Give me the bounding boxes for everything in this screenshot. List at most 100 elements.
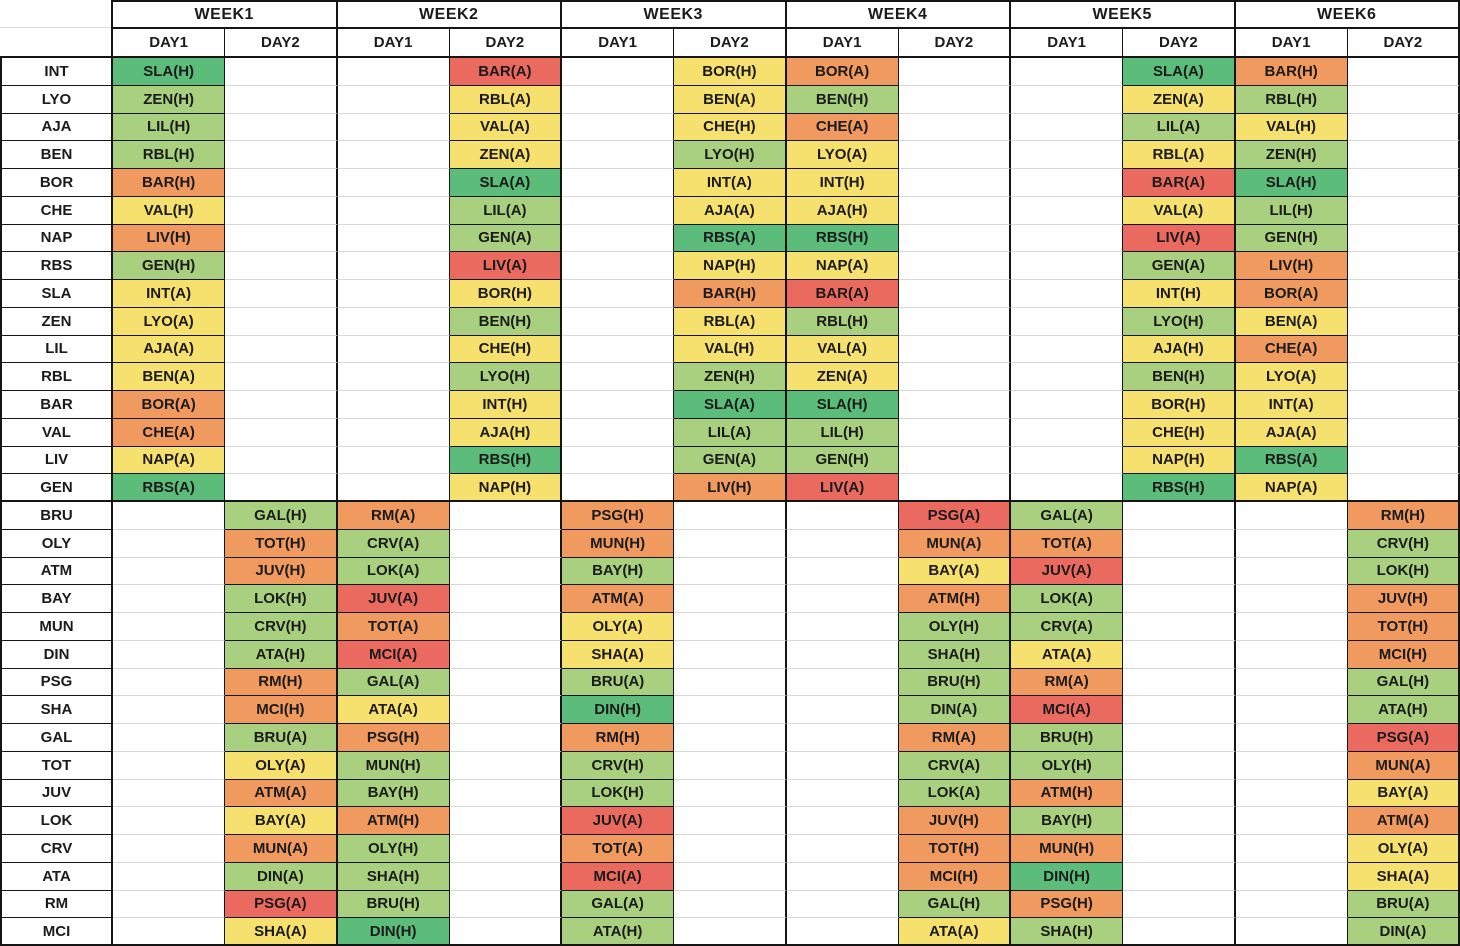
match-cell[interactable]: CRV(A) <box>898 751 1011 780</box>
match-cell[interactable]: GEN(A) <box>1123 252 1236 280</box>
match-cell[interactable]: CHE(A) <box>113 418 226 447</box>
match-cell[interactable]: ATA(H) <box>1347 696 1460 724</box>
empty-cell[interactable] <box>1011 196 1124 225</box>
empty-cell[interactable] <box>1235 890 1348 919</box>
empty-cell[interactable] <box>1123 585 1236 613</box>
empty-cell[interactable] <box>113 640 226 669</box>
team-label-bor[interactable]: BOR <box>0 169 113 197</box>
match-cell[interactable]: ATM(H) <box>898 585 1011 613</box>
match-cell[interactable]: VAL(H) <box>674 335 787 364</box>
match-cell[interactable]: INT(A) <box>113 280 226 308</box>
match-cell[interactable]: AJA(H) <box>786 196 899 225</box>
empty-cell[interactable] <box>674 751 787 780</box>
match-cell[interactable]: LIL(A) <box>674 418 787 447</box>
empty-cell[interactable] <box>1011 391 1124 419</box>
empty-cell[interactable] <box>674 640 787 669</box>
match-cell[interactable]: BOR(H) <box>674 58 787 86</box>
empty-cell[interactable] <box>113 890 226 919</box>
day-header-week3-day1[interactable]: DAY1 <box>562 29 675 58</box>
match-cell[interactable]: JUV(H) <box>225 557 338 586</box>
empty-cell[interactable] <box>1011 363 1124 391</box>
empty-cell[interactable] <box>1235 668 1348 697</box>
empty-cell[interactable] <box>113 862 226 891</box>
empty-cell[interactable] <box>1011 418 1124 447</box>
match-cell[interactable]: BRU(A) <box>225 724 338 752</box>
empty-cell[interactable] <box>1123 862 1236 891</box>
match-cell[interactable]: MCI(A) <box>562 862 675 891</box>
empty-cell[interactable] <box>225 58 338 86</box>
match-cell[interactable]: TOT(H) <box>225 529 338 558</box>
empty-cell[interactable] <box>898 85 1011 114</box>
empty-cell[interactable] <box>786 529 899 558</box>
match-cell[interactable]: AJA(A) <box>1235 418 1348 447</box>
empty-cell[interactable] <box>1123 502 1236 530</box>
match-cell[interactable]: RBL(A) <box>1123 141 1236 169</box>
empty-cell[interactable] <box>1011 141 1124 169</box>
match-cell[interactable]: MUN(A) <box>1347 751 1460 780</box>
match-cell[interactable]: MUN(H) <box>1011 835 1124 863</box>
empty-cell[interactable] <box>1347 224 1460 253</box>
match-cell[interactable]: TOT(A) <box>1011 529 1124 558</box>
match-cell[interactable]: MUN(A) <box>898 529 1011 558</box>
match-cell[interactable]: GAL(H) <box>225 502 338 530</box>
empty-cell[interactable] <box>225 307 338 336</box>
team-label-che[interactable]: CHE <box>0 196 113 225</box>
match-cell[interactable]: VAL(H) <box>1235 113 1348 142</box>
day-header-week2-day2[interactable]: DAY2 <box>449 29 562 58</box>
match-cell[interactable]: NAP(A) <box>113 446 226 475</box>
empty-cell[interactable] <box>225 280 338 308</box>
empty-cell[interactable] <box>898 307 1011 336</box>
team-label-rbl[interactable]: RBL <box>0 363 113 391</box>
empty-cell[interactable] <box>786 557 899 586</box>
empty-cell[interactable] <box>449 696 562 724</box>
match-cell[interactable]: CRV(A) <box>337 529 450 558</box>
match-cell[interactable]: GAL(H) <box>1347 668 1460 697</box>
match-cell[interactable]: BRU(H) <box>898 668 1011 697</box>
empty-cell[interactable] <box>898 252 1011 280</box>
empty-cell[interactable] <box>1123 751 1236 780</box>
match-cell[interactable]: RBS(A) <box>674 224 787 253</box>
empty-cell[interactable] <box>1235 724 1348 752</box>
empty-cell[interactable] <box>898 280 1011 308</box>
match-cell[interactable]: BAR(A) <box>449 58 562 86</box>
match-cell[interactable]: RBS(A) <box>1235 446 1348 475</box>
empty-cell[interactable] <box>337 446 450 475</box>
empty-cell[interactable] <box>1011 169 1124 197</box>
empty-cell[interactable] <box>786 835 899 863</box>
day-header-week5-day1[interactable]: DAY1 <box>1011 29 1124 58</box>
match-cell[interactable]: RBS(H) <box>1123 474 1236 502</box>
match-cell[interactable]: SLA(A) <box>449 169 562 197</box>
empty-cell[interactable] <box>674 529 787 558</box>
match-cell[interactable]: GEN(A) <box>449 224 562 253</box>
match-cell[interactable]: PSG(A) <box>225 890 338 919</box>
match-cell[interactable]: VAL(A) <box>786 335 899 364</box>
match-cell[interactable]: LYO(A) <box>113 307 226 336</box>
match-cell[interactable]: SHA(A) <box>1347 862 1460 891</box>
empty-cell[interactable] <box>113 835 226 863</box>
match-cell[interactable]: LIV(H) <box>1235 252 1348 280</box>
match-cell[interactable]: BEN(H) <box>786 85 899 114</box>
empty-cell[interactable] <box>1347 113 1460 142</box>
empty-cell[interactable] <box>337 252 450 280</box>
match-cell[interactable]: LOK(H) <box>562 779 675 808</box>
match-cell[interactable]: NAP(A) <box>786 252 899 280</box>
empty-cell[interactable] <box>898 58 1011 86</box>
empty-cell[interactable] <box>1123 835 1236 863</box>
empty-cell[interactable] <box>337 363 450 391</box>
empty-cell[interactable] <box>337 224 450 253</box>
team-label-crv[interactable]: CRV <box>0 835 113 863</box>
empty-cell[interactable] <box>1347 363 1460 391</box>
empty-cell[interactable] <box>1235 918 1348 946</box>
match-cell[interactable]: BAR(H) <box>1235 58 1348 86</box>
match-cell[interactable]: RBS(A) <box>113 474 226 502</box>
corner-cell[interactable] <box>0 0 113 58</box>
empty-cell[interactable] <box>337 280 450 308</box>
match-cell[interactable]: RM(A) <box>898 724 1011 752</box>
team-label-sha[interactable]: SHA <box>0 696 113 724</box>
match-cell[interactable]: PSG(A) <box>898 502 1011 530</box>
empty-cell[interactable] <box>674 613 787 641</box>
empty-cell[interactable] <box>449 529 562 558</box>
empty-cell[interactable] <box>1011 85 1124 114</box>
match-cell[interactable]: CHE(H) <box>1123 418 1236 447</box>
match-cell[interactable]: TOT(H) <box>1347 613 1460 641</box>
